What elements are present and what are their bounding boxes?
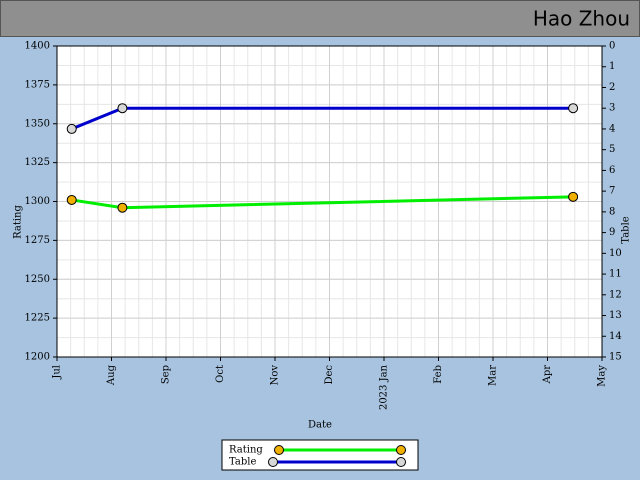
y2-tick-label: 3 [609,103,615,114]
x-tick-label: Dec [324,365,335,385]
x-tick-label: Oct [215,365,226,383]
y2-tick-label: 1 [609,61,615,72]
x-tick-label: Jul [52,365,63,380]
y2-tick-label: 14 [609,331,622,342]
data-point [117,103,128,114]
x-tick-label: 2023 Jan [379,364,390,410]
data-point [568,191,579,202]
x-tick-label: Sep [161,365,172,384]
marks [66,103,579,213]
x-tick-label: Nov [270,365,281,386]
y-tick-label: 1325 [25,157,50,168]
y-tick-label: 1225 [25,313,50,324]
legend-marker [274,445,284,455]
x-tick-label: May [597,365,608,387]
y2-tick-label: 6 [609,165,615,176]
data-point [117,202,128,213]
y2-tick-label: 10 [609,248,622,259]
x-tick-label: Aug [106,364,117,386]
y-tick-label: 1300 [25,196,50,207]
y-axis-label: Rating [13,205,24,239]
header [0,0,640,37]
y-tick-label: 1350 [25,118,50,129]
y-tick-label: 1200 [25,352,50,363]
legend-label: Table [229,457,256,468]
data-point [66,194,77,205]
y2-tick-label: 15 [609,352,622,363]
legend-marker [268,457,278,467]
chart-title: Hao Zhou [533,7,630,31]
legend-label: Rating [229,445,263,456]
y2-axis-label: Table [621,216,632,243]
y2-tick-label: 0 [609,41,615,52]
y2-tick-label: 4 [609,123,615,134]
y2-tick-label: 9 [609,227,615,238]
legend-marker [396,445,406,455]
y2-tick-label: 7 [609,186,615,197]
y-tick-label: 1400 [25,41,50,52]
data-point [568,103,579,114]
y2-tick-label: 11 [609,269,622,280]
x-tick-label: Mar [488,365,499,386]
x-axis-label: Date [308,420,332,431]
y2-tick-label: 2 [609,82,615,93]
x-tick-label: Apr [542,365,553,385]
legend-marker [396,457,406,467]
y-tick-label: 1250 [25,274,50,285]
legend [221,439,419,471]
y2-tick-label: 13 [609,310,622,321]
y2-tick-label: 5 [609,144,615,155]
y-tick-label: 1275 [25,235,50,246]
y2-tick-label: 12 [609,289,622,300]
data-point [66,123,77,134]
y2-tick-label: 8 [609,206,615,217]
y-tick-label: 1375 [25,79,50,90]
x-tick-label: Feb [433,365,444,384]
